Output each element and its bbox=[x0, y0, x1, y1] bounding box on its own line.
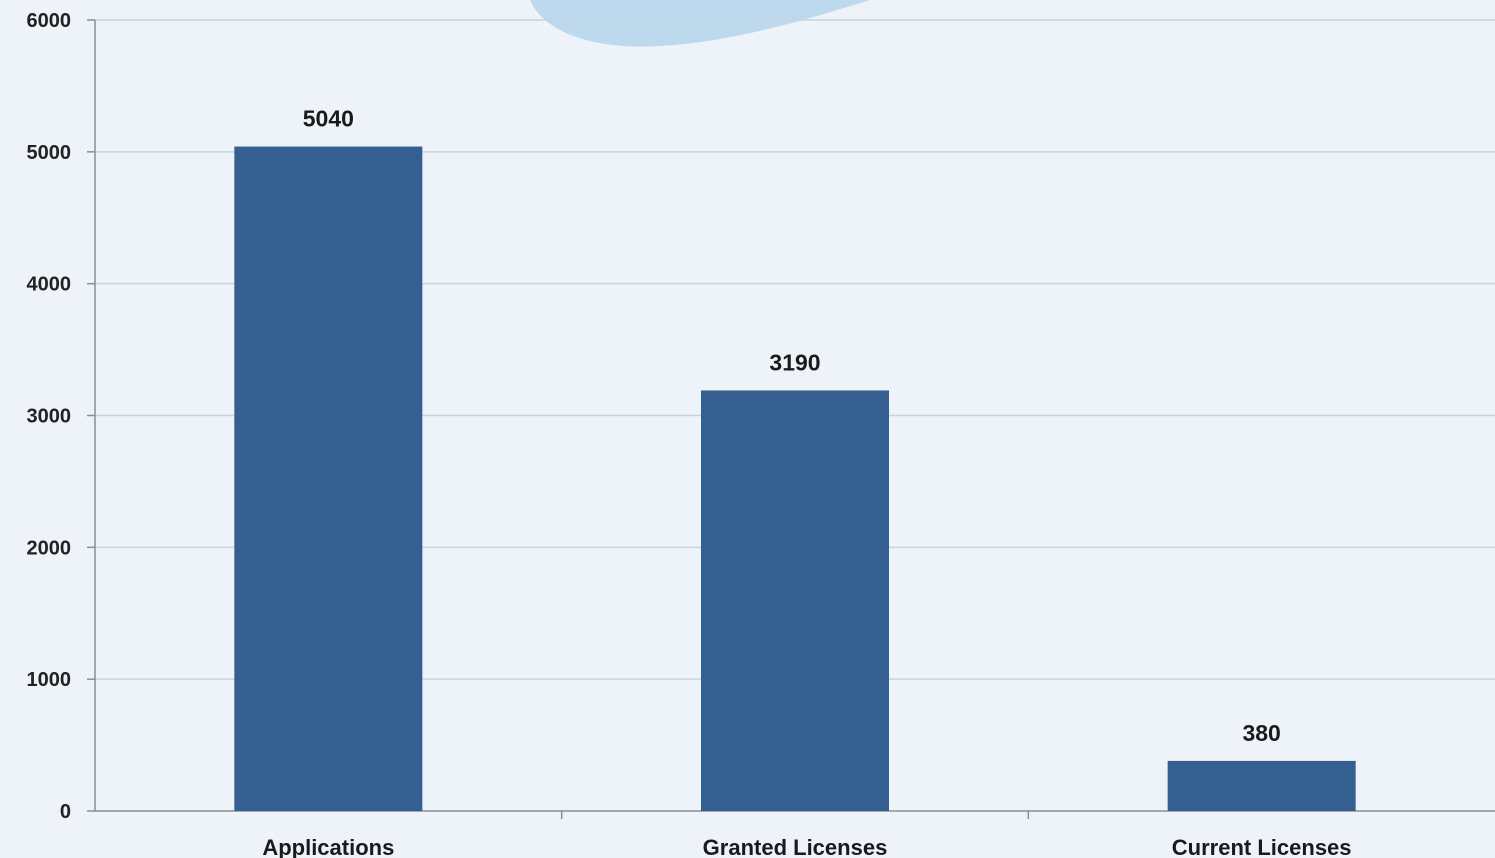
y-tick-label: 6000 bbox=[27, 10, 72, 32]
background-swoosh-decoration bbox=[530, 0, 870, 47]
data-label: 5040 bbox=[303, 106, 354, 132]
x-category-label: Applications bbox=[262, 835, 394, 858]
y-tick-label: 3000 bbox=[27, 406, 72, 428]
data-label: 380 bbox=[1242, 720, 1280, 746]
y-tick-label: 2000 bbox=[27, 537, 72, 559]
y-axis-tick-labels: 0 1000 2000 3000 4000 5000 6000 bbox=[27, 10, 72, 823]
y-tick-label: 0 bbox=[60, 801, 71, 823]
y-tick-label: 5000 bbox=[27, 142, 72, 164]
data-label: 3190 bbox=[769, 349, 820, 375]
bar-current-licenses bbox=[1167, 760, 1356, 811]
x-axis-category-labels: Applications Granted Licenses Current Lice… bbox=[262, 835, 1351, 858]
y-tick-label: 1000 bbox=[27, 669, 72, 691]
data-labels: 5040 3190 380 bbox=[303, 106, 1281, 746]
y-tick-label: 4000 bbox=[27, 274, 72, 296]
bar-granted-licenses bbox=[701, 390, 889, 811]
x-category-label: Current Licenses bbox=[1172, 835, 1352, 858]
x-category-label: Granted Licenses bbox=[703, 835, 888, 858]
bar-applications bbox=[234, 146, 423, 811]
bars bbox=[234, 146, 1356, 811]
